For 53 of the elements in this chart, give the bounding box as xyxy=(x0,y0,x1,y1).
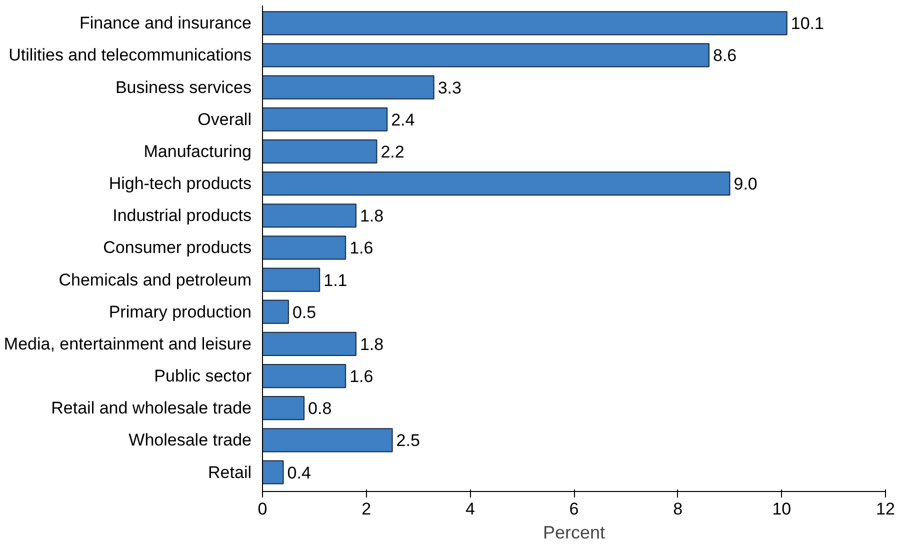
data-label: 2.4 xyxy=(391,110,415,130)
data-label: 9.0 xyxy=(734,174,758,194)
bar xyxy=(262,396,305,420)
y-tick-label: Public sector xyxy=(154,366,252,386)
data-label: 1.8 xyxy=(360,206,384,226)
x-tick-label: 10 xyxy=(772,500,792,518)
data-label: 1.1 xyxy=(324,270,348,290)
bar xyxy=(262,236,346,260)
y-tick-label: Finance and insurance xyxy=(80,14,252,33)
data-label: 2.5 xyxy=(396,431,420,450)
x-axis-title: Percent xyxy=(542,522,606,542)
y-tick-label: Media, entertainment and leisure xyxy=(4,334,252,354)
data-label: 10.1 xyxy=(790,14,824,34)
x-tick-label: 2 xyxy=(362,500,372,518)
data-label: 0.5 xyxy=(292,302,316,322)
data-label: 8.6 xyxy=(712,46,737,66)
data-label: 1.6 xyxy=(350,367,374,386)
data-label: 2.2 xyxy=(380,142,404,162)
x-tick-label: 4 xyxy=(465,500,475,518)
bar xyxy=(262,107,388,132)
y-tick-label: Manufacturing xyxy=(144,142,252,161)
y-tick-label: Retail and wholesale trade xyxy=(51,398,252,418)
bar xyxy=(262,332,356,356)
bar xyxy=(262,75,434,100)
y-tick-label: Overall xyxy=(198,110,252,129)
y-tick-label: Wholesale trade xyxy=(128,430,252,450)
data-label: 1.8 xyxy=(360,334,384,354)
bar xyxy=(262,204,356,228)
bar xyxy=(262,460,284,484)
data-label: 0.8 xyxy=(308,399,332,418)
y-tick-label: Industrial products xyxy=(112,206,252,226)
y-tick-label: Business services xyxy=(115,78,252,97)
bar xyxy=(262,300,289,324)
data-label: 3.3 xyxy=(438,78,462,98)
bar xyxy=(262,428,393,452)
bar xyxy=(262,268,320,292)
x-tick-label: 8 xyxy=(673,500,683,518)
x-tick-label: 0 xyxy=(258,500,268,518)
bar xyxy=(262,43,710,68)
y-tick-label: Chemicals and petroleum xyxy=(58,270,252,290)
y-tick-label: Retail xyxy=(208,462,252,482)
bar xyxy=(262,364,346,388)
y-tick-label: Utilities and telecommunications xyxy=(8,46,252,65)
y-tick-label: Primary production xyxy=(108,302,252,322)
data-label: 1.6 xyxy=(350,238,374,258)
bar xyxy=(262,171,730,196)
y-tick-label: High-tech products xyxy=(108,174,252,194)
data-label: 0.4 xyxy=(287,463,311,482)
y-tick-label: Consumer products xyxy=(103,238,252,258)
x-tick-label: 6 xyxy=(569,500,579,518)
bar xyxy=(262,11,788,36)
bar xyxy=(262,139,378,164)
x-tick-label: 12 xyxy=(876,500,895,518)
